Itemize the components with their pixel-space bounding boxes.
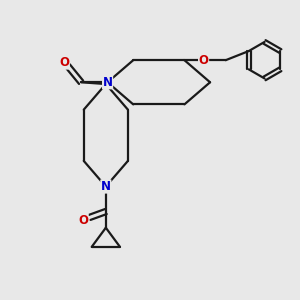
Text: O: O [59, 56, 69, 69]
Text: O: O [199, 54, 208, 67]
Text: O: O [78, 214, 88, 227]
Text: N: N [101, 180, 111, 193]
Text: N: N [103, 76, 112, 89]
